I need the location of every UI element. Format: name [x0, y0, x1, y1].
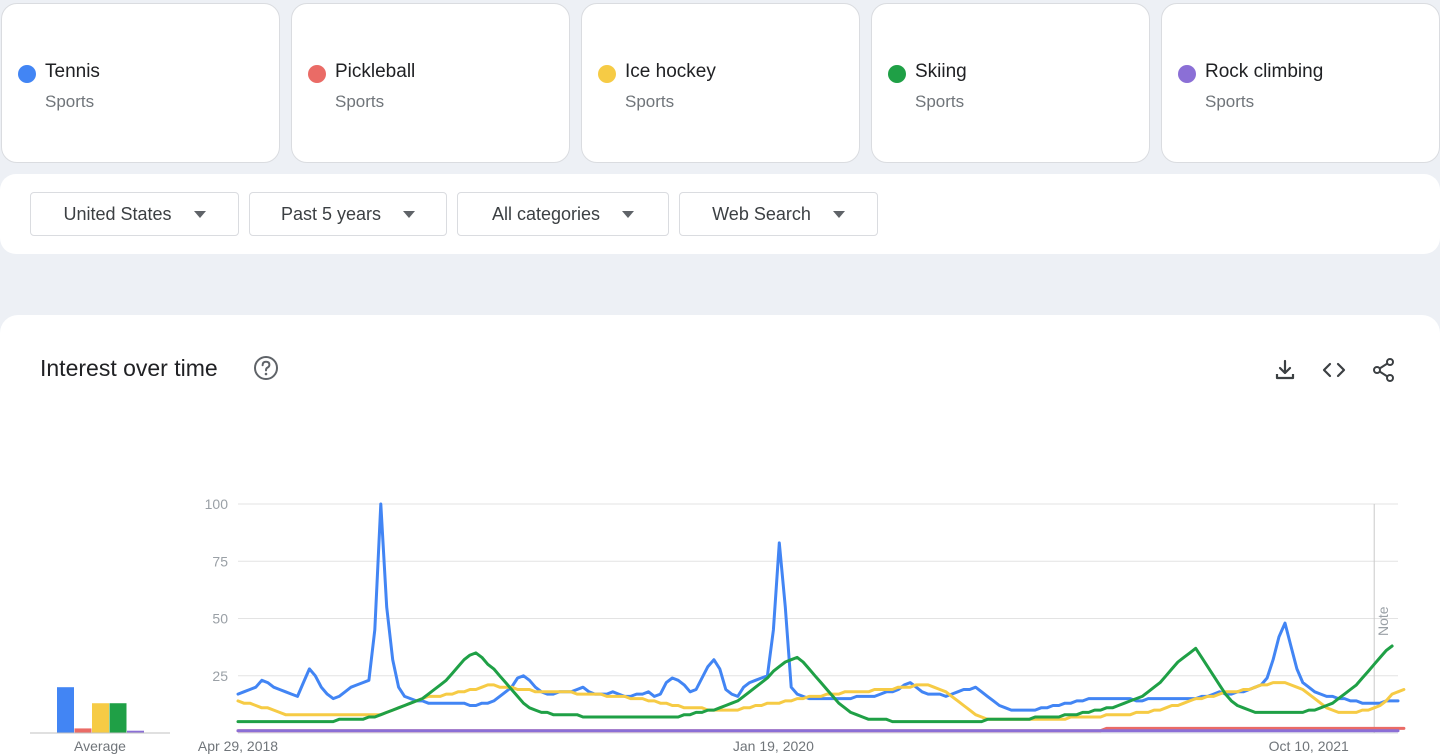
region-dropdown[interactable]: United States: [30, 192, 239, 236]
code-embed-icon[interactable]: [1321, 357, 1347, 383]
panel-title: Interest over time: [40, 355, 218, 381]
download-icon[interactable]: [1272, 357, 1298, 383]
category-dropdown-label: All categories: [491, 203, 601, 224]
term-label: Pickleball: [335, 61, 416, 82]
term-card-2[interactable]: Pickleball Sports: [291, 3, 570, 163]
x-tick-label: Jan 19, 2020: [733, 738, 814, 754]
term-category: Sports: [1205, 92, 1255, 111]
series-line-ice-hockey: [236, 681, 1406, 721]
term-label: Ice hockey: [625, 61, 716, 82]
search-type-dropdown[interactable]: Web Search: [679, 192, 878, 236]
term-card-5[interactable]: Rock climbing Sports: [1161, 3, 1440, 163]
interest-over-time-chart: 25 50 75 100 Note Apr 29, 2018 Jan 19, 2020 Oct…: [30, 496, 1406, 754]
term-color-dot: [1178, 65, 1196, 83]
term-category: Sports: [45, 92, 95, 111]
help-circle-icon[interactable]: [253, 355, 279, 381]
time-range-dropdown-label: Past 5 years: [280, 203, 382, 224]
caret-down-icon: [193, 210, 206, 218]
y-tick-label: 50: [212, 611, 228, 627]
caret-down-icon: [832, 210, 845, 218]
average-label: Average: [74, 738, 126, 754]
category-dropdown[interactable]: All categories: [457, 192, 669, 236]
region-dropdown-label: United States: [63, 203, 172, 224]
term-color-dot: [888, 65, 906, 83]
term-category: Sports: [625, 92, 675, 111]
term-label: Tennis: [45, 61, 100, 82]
term-color-dot: [18, 65, 36, 83]
term-card-3[interactable]: Ice hockey Sports: [581, 3, 860, 163]
y-tick-label: 100: [205, 496, 229, 512]
term-card-4[interactable]: Skiing Sports: [871, 3, 1150, 163]
share-icon[interactable]: [1371, 357, 1397, 383]
term-category: Sports: [915, 92, 965, 111]
interest-over-time-panel: 25 50 75 100 Note Apr 29, 2018 Jan 19, 2020 Oct…: [0, 315, 1440, 755]
filters-bar: United States Past 5 years All categorie…: [0, 174, 1440, 254]
series-line-skiing: [236, 644, 1394, 724]
average-bar-pickleball: [74, 728, 92, 733]
x-tick-label: Apr 29, 2018: [198, 738, 278, 754]
time-range-dropdown[interactable]: Past 5 years: [249, 192, 447, 236]
y-tick-label: 75: [212, 553, 228, 569]
term-color-dot: [598, 65, 616, 83]
search-type-dropdown-label: Web Search: [712, 203, 811, 224]
term-category: Sports: [335, 92, 385, 111]
term-card-1[interactable]: Tennis Sports: [1, 3, 280, 163]
caret-down-icon: [622, 210, 635, 218]
average-bar-rock-climbing: [127, 730, 144, 733]
compare-terms: Tennis Sports Pickleball Sports Ice hock…: [0, 3, 1440, 163]
term-label: Rock climbing: [1205, 61, 1324, 82]
average-bar-tennis: [57, 687, 74, 733]
y-tick-label: 25: [212, 668, 228, 684]
caret-down-icon: [403, 210, 416, 218]
average-bar-skiing: [109, 703, 127, 733]
x-tick-label: Oct 10, 2021: [1269, 738, 1349, 754]
term-color-dot: [308, 65, 326, 83]
term-label: Skiing: [915, 61, 967, 82]
average-bar-ice-hockey: [92, 703, 109, 733]
note-label: Note: [1375, 606, 1391, 636]
